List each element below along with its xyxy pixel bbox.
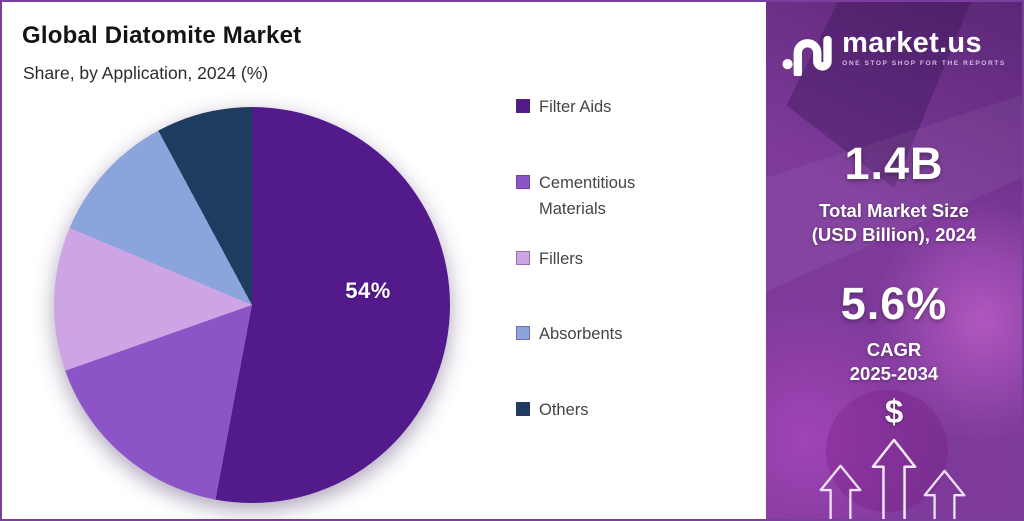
dollar-icon: $	[884, 393, 904, 430]
growth-arrow-up-icon	[818, 464, 863, 519]
market-size-caption-line2: (USD Billion), 2024	[811, 224, 977, 245]
legend-swatch	[516, 251, 530, 265]
pie-chart	[54, 107, 450, 503]
legend-swatch	[516, 99, 530, 113]
legend-item-filter-aids: Filter Aids	[516, 94, 689, 120]
market-size-caption-line1: Total Market Size	[819, 200, 969, 221]
brand-panel: market.us ONE STOP SHOP FOR THE REPORTS …	[766, 2, 1022, 519]
legend-label: Cementitious Materials	[539, 174, 636, 218]
growth-arrow-up-icon	[870, 438, 918, 519]
legend-label: Absorbents	[539, 325, 623, 343]
legend-swatch	[516, 326, 530, 340]
legend-item-others: Others	[516, 397, 689, 423]
pie-slice-value-label: 54%	[345, 278, 391, 303]
market-size-value: 1.4B	[844, 138, 944, 189]
legend-label: Others	[539, 401, 589, 419]
legend-label: Filter Aids	[539, 98, 612, 116]
cagr-caption-line2: 2025-2034	[849, 363, 939, 384]
market-size-caption: Total Market Size (USD Billion), 2024	[766, 199, 1022, 247]
page-title: Global Diatomite Market	[22, 22, 302, 49]
panel-overlay	[872, 202, 1022, 442]
legend-swatch	[516, 402, 530, 416]
brand-logo: market.us ONE STOP SHOP FOR THE REPORTS	[766, 28, 1022, 76]
legend-label: Fillers	[539, 250, 583, 268]
cagr-caption-line1: CAGR	[866, 339, 922, 360]
legend-item-absorbents: Absorbents	[516, 321, 689, 347]
cagr-value: 5.6%	[840, 278, 948, 329]
chart-legend: Filter Aids Cementitious Materials Fille…	[516, 90, 694, 450]
legend-item-fillers: Fillers	[516, 246, 689, 272]
brand-tagline: ONE STOP SHOP FOR THE REPORTS	[842, 60, 1006, 67]
cagr-caption: CAGR 2025-2034	[766, 338, 1022, 386]
page-subtitle: Share, by Application, 2024 (%)	[23, 63, 269, 83]
panel-overlay	[766, 299, 936, 519]
legend-item-cementitious-materials: Cementitious Materials	[516, 170, 689, 222]
growth-arrow-up-icon	[922, 469, 967, 519]
brand-name: market.us	[842, 27, 982, 59]
chart-area: Global Diatomite Market Share, by Applic…	[2, 2, 766, 519]
brand-logo-text: market.us ONE STOP SHOP FOR THE REPORTS	[842, 28, 1006, 67]
legend-swatch	[516, 175, 530, 189]
market-us-logo-icon	[782, 35, 832, 76]
